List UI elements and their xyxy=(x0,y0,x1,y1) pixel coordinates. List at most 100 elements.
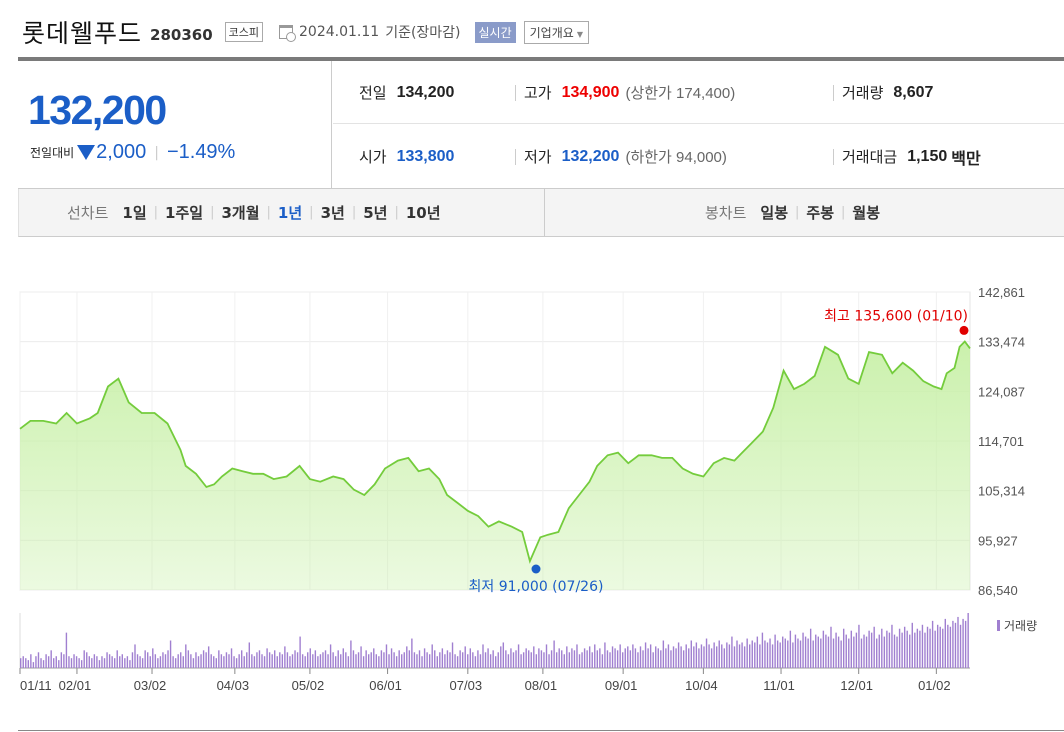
volume-bar xyxy=(296,652,299,668)
volume-bar xyxy=(815,634,817,668)
volume-bar xyxy=(484,652,487,668)
company-overview-dropdown[interactable]: 기업개요 ▼ xyxy=(523,20,589,44)
volume-bar xyxy=(314,650,317,668)
volume-bar xyxy=(845,634,847,668)
volume-bar xyxy=(322,652,324,668)
volume-bar xyxy=(357,652,360,668)
volume-bar xyxy=(40,658,42,668)
volume-legend-swatch xyxy=(997,620,1000,631)
volume-bar xyxy=(675,648,677,668)
down-arrow-icon xyxy=(77,145,96,160)
volume-bar xyxy=(27,660,30,668)
volume-bar xyxy=(690,640,692,668)
volume-bar xyxy=(126,656,129,668)
volume-bar xyxy=(782,636,784,668)
volume-bar xyxy=(609,652,611,668)
volume-bar xyxy=(418,650,421,668)
lower-limit: (하한가 94,000) xyxy=(625,149,727,166)
volume-bar xyxy=(101,656,103,668)
volume-bar xyxy=(528,650,530,668)
volume-bar xyxy=(482,644,484,668)
tab-daily[interactable]: 일봉 xyxy=(760,204,789,222)
calendar-icon xyxy=(279,25,297,42)
tab-separator: | xyxy=(266,205,271,220)
change-value: 2,000 xyxy=(96,141,147,163)
tab-3year[interactable]: 3년 xyxy=(320,204,345,222)
volume-bar xyxy=(947,624,949,668)
volume-bar xyxy=(388,654,390,668)
volume-bar xyxy=(342,648,344,668)
volume-bar xyxy=(317,656,319,668)
volume-bar xyxy=(898,628,901,668)
volume-bar xyxy=(700,644,703,668)
volume-bar xyxy=(789,630,792,668)
volume-bar xyxy=(599,648,601,668)
volume-bar xyxy=(230,648,233,668)
volume-bar xyxy=(741,642,743,668)
tab-monthly[interactable]: 월봉 xyxy=(852,204,881,222)
volume-bar xyxy=(312,654,314,668)
price-change-row: 전일대비 2,000 | −1.49% xyxy=(30,141,235,164)
volume-bar xyxy=(53,658,55,668)
y-tick-label: 95,927 xyxy=(978,533,1018,548)
volume-bar xyxy=(771,644,774,668)
volume-bar xyxy=(42,660,45,668)
low-label: 저가 xyxy=(524,148,552,166)
volume-bar xyxy=(385,644,388,668)
volume-bar xyxy=(444,654,446,668)
volume-bar xyxy=(464,646,466,668)
tab-1year[interactable]: 1년 xyxy=(277,204,303,222)
volume-bar xyxy=(764,640,766,668)
volume-bar xyxy=(106,652,108,668)
volume-bar xyxy=(964,620,967,668)
volume-bar xyxy=(408,650,411,668)
x-tick-label: 12/01 xyxy=(840,678,873,693)
volume-bar xyxy=(131,652,134,668)
volume-bar xyxy=(251,654,253,668)
volume-bar xyxy=(703,646,705,668)
volume-bar xyxy=(472,652,474,668)
volume-bar xyxy=(93,654,96,668)
tab-1week[interactable]: 1주일 xyxy=(165,204,204,222)
volume-bar xyxy=(670,650,672,668)
tab-5year[interactable]: 5년 xyxy=(363,204,388,222)
y-tick-label: 86,540 xyxy=(978,583,1018,598)
tab-separator: | xyxy=(153,205,159,220)
volume-bar xyxy=(124,658,126,668)
x-tick-label: 07/03 xyxy=(450,678,483,693)
volume-bar xyxy=(896,636,898,668)
tab-10year[interactable]: 10년 xyxy=(405,204,441,222)
volume-bar xyxy=(538,648,540,668)
volume-bar xyxy=(157,658,159,668)
tab-separator: | xyxy=(795,205,800,220)
quote-row-1: 전일 134,200 고가 134,900 (상한가 174,400) 거래량 … xyxy=(333,61,1064,124)
volume-bar xyxy=(78,658,80,668)
volume-bar xyxy=(629,650,632,668)
volume-bar xyxy=(467,654,469,668)
candle-chart-tabs: 봉차트 일봉 | 주봉 | 월봉 xyxy=(705,189,880,236)
volume-bar xyxy=(248,642,251,668)
realtime-button[interactable]: 실시간 xyxy=(474,21,516,43)
volume-bar xyxy=(202,650,205,668)
volume-bar xyxy=(533,646,535,668)
volume-bar xyxy=(30,654,32,668)
tab-1day[interactable]: 1일 xyxy=(122,204,147,222)
volume-bar xyxy=(540,650,543,668)
volume-bar xyxy=(642,650,644,668)
volume-bar xyxy=(294,650,296,668)
volume-bar xyxy=(378,656,380,668)
x-tick-label: 04/03 xyxy=(217,678,250,693)
volume-bar xyxy=(83,650,85,668)
open-label: 시가 xyxy=(359,148,387,166)
volume-bar xyxy=(647,648,649,668)
x-tick-label: 01/02 xyxy=(918,678,951,693)
volume-bar xyxy=(604,642,606,668)
volume-bar xyxy=(873,626,875,668)
volume-bar xyxy=(340,654,342,668)
volume-bar xyxy=(502,642,505,668)
volume-bar xyxy=(185,644,187,668)
x-tick-label: 03/02 xyxy=(134,678,167,693)
tab-weekly[interactable]: 주봉 xyxy=(806,204,835,222)
volume-bar xyxy=(220,654,223,668)
tab-3month[interactable]: 3개월 xyxy=(221,204,260,222)
